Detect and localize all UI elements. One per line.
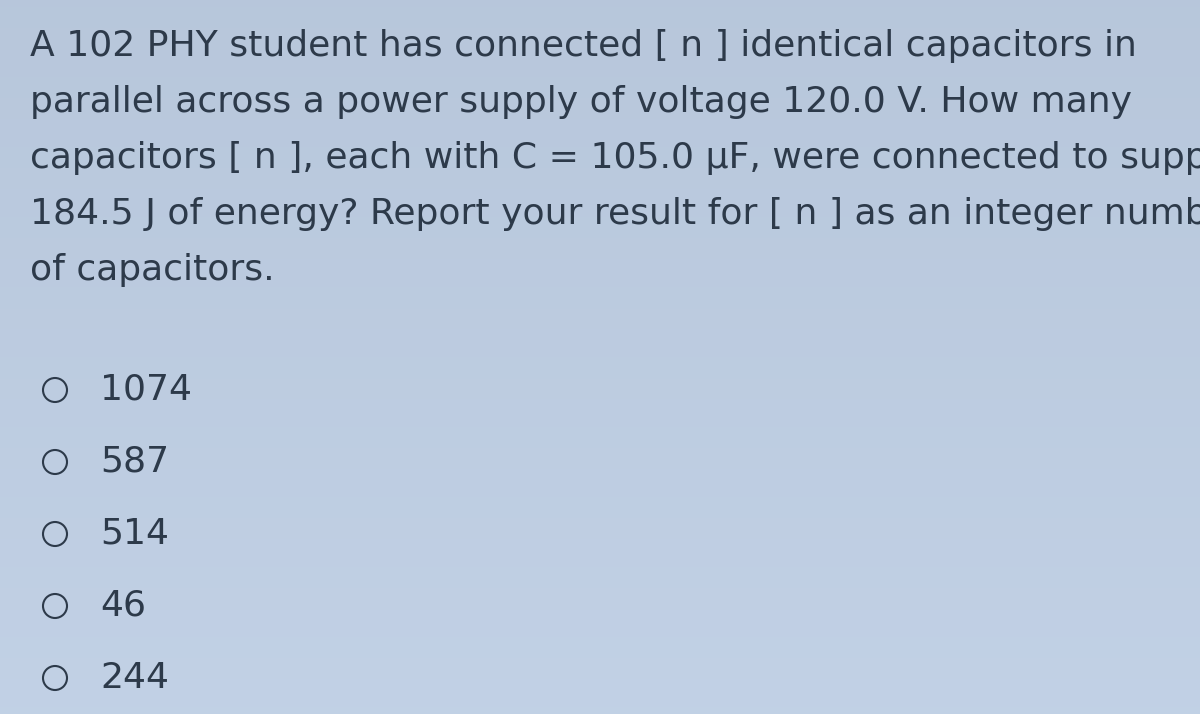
Text: 244: 244 [100, 661, 169, 695]
Text: of capacitors.: of capacitors. [30, 253, 275, 287]
Text: A 102 PHY student has connected [ n ] identical capacitors in: A 102 PHY student has connected [ n ] id… [30, 29, 1136, 63]
Text: capacitors [ n ], each with C = 105.0 μF, were connected to supply: capacitors [ n ], each with C = 105.0 μF… [30, 141, 1200, 175]
Text: 46: 46 [100, 589, 146, 623]
Text: 184.5 J of energy? Report your result for [ n ] as an integer number: 184.5 J of energy? Report your result fo… [30, 197, 1200, 231]
Text: 1074: 1074 [100, 373, 192, 407]
Text: 587: 587 [100, 445, 169, 479]
Text: parallel across a power supply of voltage 120.0 V. How many: parallel across a power supply of voltag… [30, 85, 1132, 119]
Text: 514: 514 [100, 517, 169, 551]
